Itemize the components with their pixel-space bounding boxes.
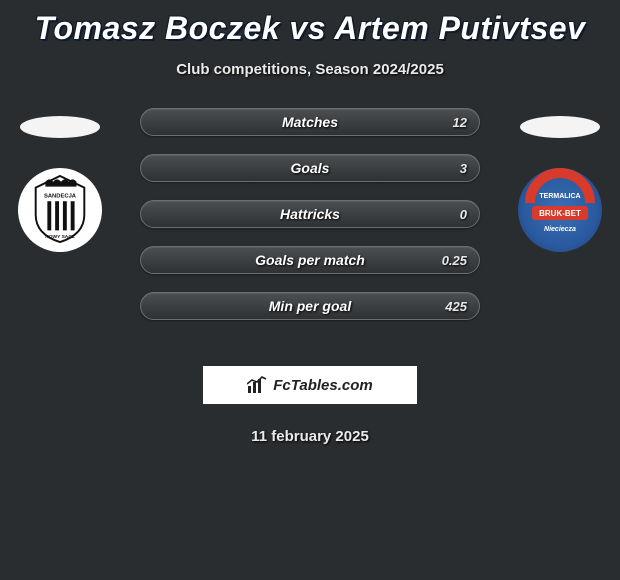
stat-value-right: 425 (445, 293, 467, 319)
club-left-text-bottom: NOWY SĄCZ (45, 234, 75, 240)
club-left-badge: SANDECJA NOWY SĄCZ (18, 168, 102, 252)
club-right-text-top: TERMALICA (539, 193, 580, 200)
sandecja-crest-icon: SANDECJA NOWY SĄCZ (25, 174, 95, 244)
stat-row-hattricks: Hattricks 0 (140, 200, 480, 228)
club-left-crest: SANDECJA NOWY SĄCZ (25, 174, 95, 244)
comparison-panel: SANDECJA NOWY SĄCZ TERMALICA BRUK-BET Ni… (0, 108, 620, 348)
brand-text: FcTables.com (273, 377, 372, 394)
snapshot-date: 11 february 2025 (0, 428, 620, 445)
stat-label: Goals (141, 155, 479, 181)
stat-row-matches: Matches 12 (140, 108, 480, 136)
player-right-flag (520, 116, 600, 138)
stat-row-min-per-goal: Min per goal 425 (140, 292, 480, 320)
club-right-text-mid: BRUK-BET (539, 209, 581, 218)
stat-label: Matches (141, 109, 479, 135)
stat-label: Min per goal (141, 293, 479, 319)
club-right-text-bottom: Nieciecza (544, 226, 576, 233)
club-right-badge: TERMALICA BRUK-BET Nieciecza (518, 168, 602, 252)
stat-value-right: 3 (460, 155, 467, 181)
stat-rows: Matches 12 Goals 3 Hattricks 0 Goals per… (140, 108, 480, 338)
termalica-crest-icon: TERMALICA BRUK-BET Nieciecza (518, 168, 602, 252)
stat-row-goals-per-match: Goals per match 0.25 (140, 246, 480, 274)
stat-row-goals: Goals 3 (140, 154, 480, 182)
stat-label: Goals per match (141, 247, 479, 273)
stat-value-right: 12 (453, 109, 467, 135)
stat-value-right: 0.25 (442, 247, 467, 273)
page-title: Tomasz Boczek vs Artem Putivtsev (0, 0, 620, 47)
stat-value-right: 0 (460, 201, 467, 227)
bar-chart-icon (247, 376, 267, 394)
brand-logo: FcTables.com (203, 366, 417, 404)
stat-label: Hattricks (141, 201, 479, 227)
season-subtitle: Club competitions, Season 2024/2025 (0, 61, 620, 78)
player-left-flag (20, 116, 100, 138)
club-left-text-top: SANDECJA (44, 193, 77, 199)
